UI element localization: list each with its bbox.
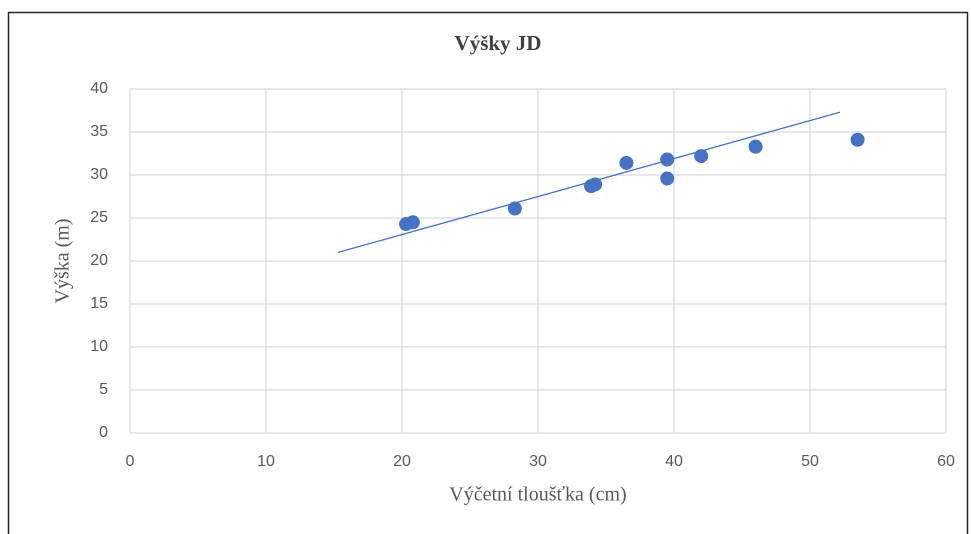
point — [748, 139, 763, 154]
x-axis-title: Výčetní tloušťka (cm) — [449, 484, 626, 506]
x-tick-label: 0 — [126, 453, 135, 470]
x-tick-label: 20 — [393, 453, 411, 470]
chart-frame — [7, 11, 969, 534]
x-tick-label: 10 — [257, 453, 275, 470]
point — [660, 171, 675, 186]
point — [850, 132, 865, 147]
chart-title: Výšky JD — [455, 31, 542, 55]
x-tick-label: 60 — [937, 453, 955, 470]
y-tick-label: 35 — [90, 123, 108, 140]
y-axis-title: Výška (m) — [52, 219, 74, 304]
point — [588, 177, 603, 192]
point — [694, 149, 709, 164]
y-tick-label: 25 — [90, 209, 108, 226]
point — [507, 201, 522, 216]
y-tick-label: 30 — [90, 166, 108, 183]
y-tick-label: 5 — [99, 381, 108, 398]
y-tick-label: 40 — [90, 80, 108, 97]
y-tick-label: 10 — [90, 338, 108, 355]
point — [619, 155, 634, 170]
point — [405, 215, 420, 230]
y-tick-label: 20 — [90, 252, 108, 269]
point — [660, 152, 675, 167]
x-tick-label: 40 — [665, 453, 683, 470]
x-tick-label: 30 — [529, 453, 547, 470]
y-tick-label: 0 — [99, 424, 108, 441]
x-tick-label: 50 — [801, 453, 819, 470]
y-tick-label: 15 — [90, 295, 108, 312]
